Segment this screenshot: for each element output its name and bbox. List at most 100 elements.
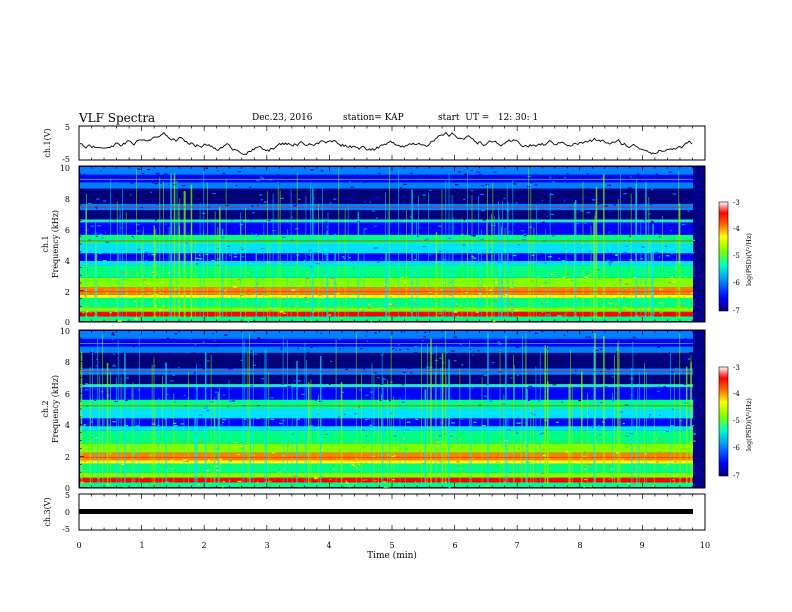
spectrogram-speckle [509, 287, 514, 289]
spectrogram-speckle [270, 397, 275, 399]
spectrogram-speckle [235, 472, 237, 474]
spectrogram-speckle [308, 249, 313, 251]
spectrogram-speckle [539, 411, 543, 413]
spectrogram-speckle [527, 399, 531, 401]
spectrogram-speckle [190, 227, 195, 229]
spectrogram-speckle [105, 292, 110, 294]
spectrogram-speckle [480, 238, 484, 241]
spectrogram-speckle [630, 176, 632, 178]
spectrogram-speckle [636, 186, 638, 188]
ch3-waveform-line [79, 509, 693, 514]
spectrogram-speckle [350, 186, 355, 188]
spectrogram-speckle [453, 181, 457, 183]
spectrogram-speckle [527, 250, 532, 252]
spectrogram-speckle [113, 252, 116, 254]
spectrogram-speckle [550, 213, 555, 216]
spectrogram-speckle [212, 337, 217, 339]
spectrogram-speckle [530, 182, 532, 184]
spectrogram-speckle [472, 257, 477, 259]
spectrogram-speckle [86, 311, 89, 313]
spectrogram-speckle [611, 400, 615, 402]
spectrogram-speckle [586, 464, 591, 466]
spectrogram-speckle [215, 448, 219, 450]
spectrogram-speckle [362, 182, 364, 184]
spectrogram-speckle [624, 287, 629, 289]
spectrogram-speckle [187, 288, 190, 290]
spectrogram-speckle [657, 401, 659, 403]
spectrogram-speckle [692, 433, 696, 435]
spectrogram-speckle [249, 219, 253, 221]
spectrogram-speckle [193, 228, 197, 230]
spectrogram-speckle [529, 242, 531, 244]
spectrogram-speckle [612, 412, 614, 414]
spectrogram-speckle [160, 182, 162, 184]
spectrogram-speckle [333, 198, 337, 200]
spectrogram-speckle [666, 273, 668, 275]
spectrogram-speckle [144, 218, 147, 220]
spectrogram-speckle [540, 416, 543, 419]
spectrogram-speckle [547, 294, 551, 296]
spectrogram-speckle [296, 374, 300, 376]
spectrogram-speckle [221, 421, 224, 424]
spectrogram-speckle [286, 403, 291, 406]
spectrogram-band [80, 472, 693, 478]
spectrogram-speckle [369, 424, 373, 426]
spectrogram-speckle [292, 380, 297, 383]
spectrogram-speckle [652, 485, 656, 487]
spectrogram-speckle [659, 288, 662, 290]
spectrogram-speckle [193, 396, 196, 398]
spectrogram-speckle [478, 174, 482, 176]
spectrogram-speckle [474, 239, 477, 242]
spectrogram-speckle [271, 376, 276, 378]
spectrogram-speckle [648, 416, 650, 418]
spectrogram-speckle [83, 238, 85, 240]
spectrogram-speckle [317, 268, 321, 270]
spectrogram-speckle [683, 432, 685, 434]
spectrogram-speckle [234, 253, 238, 255]
spectrogram-speckle [369, 391, 374, 393]
spectrogram-speckle [586, 348, 590, 350]
spectrogram-speckle [669, 224, 671, 226]
spectrogram-speckle [191, 232, 194, 234]
spectrogram-speckle [374, 296, 377, 298]
ch1-wave-ytick: -5 [62, 155, 70, 164]
spectrogram-speckle [493, 171, 497, 173]
spectrogram-speckle [357, 341, 360, 343]
spectrogram-speckle [141, 172, 145, 175]
spectrogram-speckle [463, 181, 465, 183]
spectrogram-speckle [178, 354, 180, 356]
spectrogram-speckle [510, 393, 513, 395]
spectrogram-speckle [201, 431, 205, 433]
spectrogram-speckle [414, 259, 417, 261]
spectrogram-speckle [686, 434, 690, 436]
spectrogram-speckle [293, 475, 297, 477]
spectrogram-speckle [456, 303, 459, 306]
spectrogram-speckle [534, 340, 538, 343]
spectrogram-speckle [112, 421, 116, 423]
spectrogram-speckle [455, 361, 458, 363]
spectrogram-speckle [108, 221, 110, 224]
spectrogram-speckle [115, 310, 117, 312]
spectrogram-speckle [302, 354, 304, 357]
spectrogram-speckle [99, 233, 103, 235]
spectrogram-speckle [326, 370, 331, 372]
spectrogram-speckle [127, 249, 130, 251]
spectrogram-speckle [610, 347, 613, 350]
spectrogram-speckle [380, 257, 382, 260]
spectrogram-speckle [231, 219, 234, 221]
spectrogram-speckle [90, 311, 92, 314]
spectrogram-speckle [233, 470, 236, 473]
spectrogram-speckle [599, 402, 603, 404]
spectrogram-speckle [478, 404, 482, 406]
spectrogram-speckle [159, 246, 162, 248]
spectrogram-speckle [208, 459, 210, 461]
spectrogram-speckle [560, 260, 563, 262]
spectrogram-speckle [670, 397, 672, 399]
spectrogram-speckle [421, 339, 424, 342]
spectrogram-speckle [547, 467, 551, 469]
spectrogram-speckle [167, 188, 169, 190]
spectrogram-speckle [648, 414, 652, 416]
spectrogram-speckle [410, 369, 412, 372]
spectrogram-speckle [195, 257, 199, 260]
spectrogram-speckle [389, 295, 393, 298]
